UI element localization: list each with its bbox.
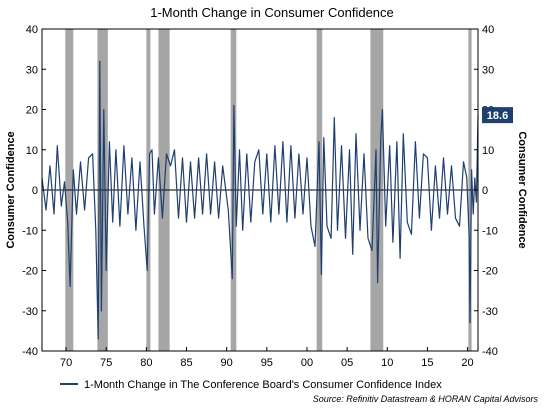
x-tick-label: 75 <box>100 357 112 369</box>
chart-title: 1-Month Change in Consumer Confidence <box>150 5 394 20</box>
callout-label: 18.6 <box>487 110 508 122</box>
x-tick-label: 10 <box>381 357 393 369</box>
y-tick-label: -30 <box>22 306 38 318</box>
callout-box <box>482 107 513 124</box>
y-tick-label: 40 <box>26 24 38 36</box>
y-axis-label-right: Consumer Confidence <box>516 131 528 248</box>
y-tick-label: 30 <box>26 64 38 76</box>
y-tick-label: 20 <box>26 105 38 117</box>
legend: 1-Month Change in The Conference Board's… <box>60 379 442 391</box>
x-ticks: 70 75 80 85 90 95 00 05 10 15 20 <box>60 347 474 369</box>
source-note: Source: Refinitiv Datastream & HORAN Cap… <box>313 394 539 404</box>
y-tick-label: -10 <box>22 225 38 237</box>
series-line <box>41 60 479 340</box>
y-tick-label: 10 <box>26 145 38 157</box>
y-tick-label: -20 <box>22 266 38 278</box>
x-tick-label: 80 <box>140 357 152 369</box>
y-tick-label: 10 <box>482 145 494 157</box>
x-tick-label: 15 <box>421 357 433 369</box>
x-tick-label: 05 <box>341 357 353 369</box>
y-tick-label: 30 <box>482 64 494 76</box>
y-tick-label: 0 <box>32 185 38 197</box>
y-tick-label: -40 <box>482 346 498 358</box>
x-tick-label: 90 <box>221 357 233 369</box>
y-tick-label: 0 <box>482 185 488 197</box>
legend-label: 1-Month Change in The Conference Board's… <box>84 379 442 391</box>
y-tick-label: -40 <box>22 346 38 358</box>
y-tick-label: 40 <box>482 24 494 36</box>
left-y-ticks: -40 -30 -20 -10 0 10 20 30 40 <box>22 24 46 358</box>
y-tick-label: -20 <box>482 266 498 278</box>
x-tick-label: 95 <box>261 357 273 369</box>
y-tick-label: -10 <box>482 225 498 237</box>
y-axis-label-left: Consumer Confidence <box>5 131 17 248</box>
x-tick-label: 70 <box>60 357 72 369</box>
y-tick-label: -30 <box>482 306 498 318</box>
x-tick-label: 00 <box>301 357 313 369</box>
x-tick-label: 20 <box>461 357 473 369</box>
last-value-callout: 18.6 <box>482 107 513 124</box>
x-tick-label: 85 <box>180 357 192 369</box>
